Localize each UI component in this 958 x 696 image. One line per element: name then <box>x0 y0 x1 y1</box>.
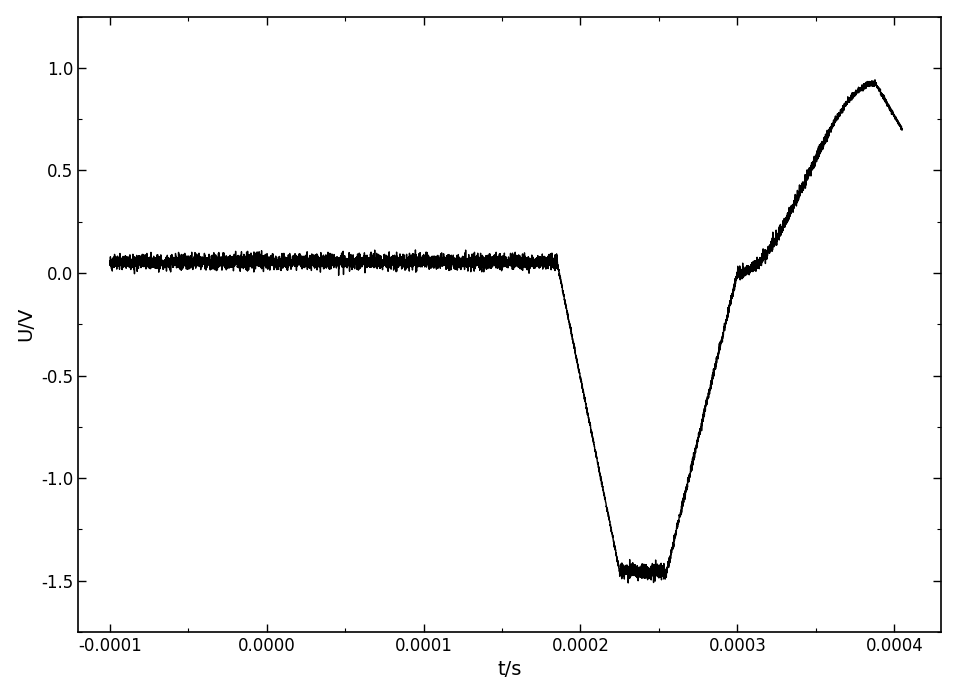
Y-axis label: U/V: U/V <box>16 307 35 342</box>
X-axis label: t/s: t/s <box>497 661 522 679</box>
